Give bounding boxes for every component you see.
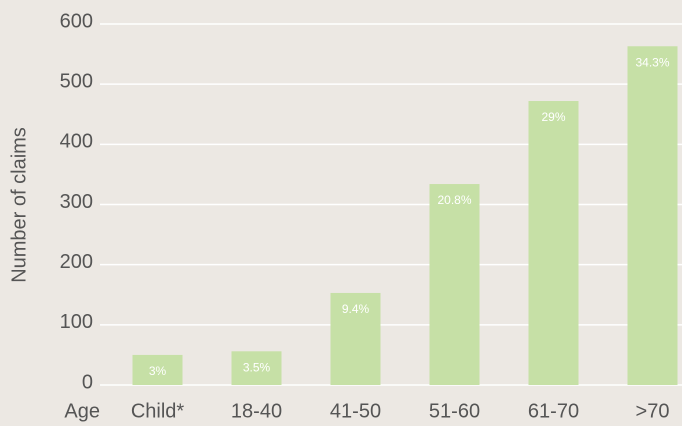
x-axis-label: Age [64, 400, 100, 422]
y-tick-label: 400 [60, 131, 93, 153]
bar [429, 184, 480, 385]
share-label: 34.3% [635, 55, 669, 69]
share-label: 29% [541, 110, 565, 124]
share-label: 9.4% [342, 302, 370, 316]
bar [231, 351, 282, 385]
x-tick-label: >70 [636, 400, 670, 422]
bar [330, 292, 381, 385]
bar [528, 101, 579, 385]
bar [132, 354, 183, 385]
x-tick-label: 61-70 [528, 400, 579, 422]
share-label: 3.5% [243, 360, 271, 374]
bar [627, 46, 678, 386]
x-tick-label: 18-40 [231, 400, 282, 422]
y-axis-label: Number of claims [8, 127, 30, 283]
x-tick-label: Child* [131, 400, 185, 422]
y-tick-label: 0 [82, 371, 93, 393]
y-tick-label: 200 [60, 251, 93, 273]
share-label: 3% [149, 364, 167, 378]
y-tick-label: 100 [60, 311, 93, 333]
y-tick-label: 600 [60, 10, 93, 32]
y-tick-label: 500 [60, 70, 93, 92]
y-tick-label: 300 [60, 191, 93, 213]
share-label: 20.8% [437, 193, 471, 207]
x-tick-label: 51-60 [429, 400, 480, 422]
x-tick-label: 41-50 [330, 400, 381, 422]
